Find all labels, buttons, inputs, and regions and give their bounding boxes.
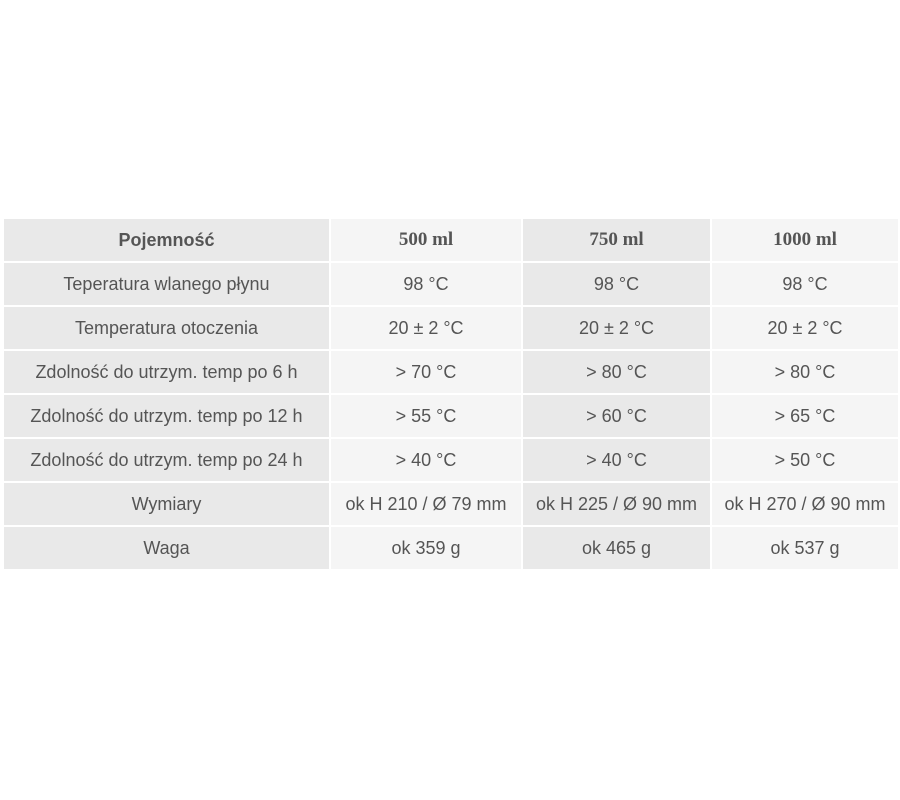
header-500ml: 500 ml xyxy=(331,219,521,261)
header-1000ml: 1000 ml xyxy=(712,219,898,261)
table-cell: > 70 °C xyxy=(331,351,521,393)
table-cell: ok H 270 / Ø 90 mm xyxy=(712,483,898,525)
table-row: Zdolność do utrzym. temp po 24 h > 40 °C >… xyxy=(4,439,898,481)
table-row: Zdolność do utrzym. temp po 6 h > 70 °C > … xyxy=(4,351,898,393)
row-label: Zdolność do utrzym. temp po 12 h xyxy=(4,395,329,437)
table-cell: ok H 210 / Ø 79 mm xyxy=(331,483,521,525)
table-cell: > 65 °C xyxy=(712,395,898,437)
table-row: Zdolność do utrzym. temp po 12 h > 55 °C >… xyxy=(4,395,898,437)
table-cell: > 60 °C xyxy=(523,395,710,437)
table-cell: ok H 225 / Ø 90 mm xyxy=(523,483,710,525)
table-cell: > 40 °C xyxy=(523,439,710,481)
table-cell: > 80 °C xyxy=(523,351,710,393)
table-row: Waga ok 359 g ok 465 g ok 537 g xyxy=(4,527,898,569)
row-label: Temperatura otoczenia xyxy=(4,307,329,349)
table-row: Wymiary ok H 210 / Ø 79 mm ok H 225 / Ø 90… xyxy=(4,483,898,525)
table-cell: 20 ± 2 °C xyxy=(523,307,710,349)
row-label: Zdolność do utrzym. temp po 24 h xyxy=(4,439,329,481)
header-750ml: 750 ml xyxy=(523,219,710,261)
header-row: Pojemność 500 ml 750 ml 1000 ml xyxy=(4,219,898,261)
table-cell: > 80 °C xyxy=(712,351,898,393)
table-cell: 98 °C xyxy=(712,263,898,305)
table-cell: > 55 °C xyxy=(331,395,521,437)
row-label: Wymiary xyxy=(4,483,329,525)
row-label: Teperatura wlanego płynu xyxy=(4,263,329,305)
table-cell: ok 537 g xyxy=(712,527,898,569)
header-capacity: Pojemność xyxy=(4,219,329,261)
row-label: Zdolność do utrzym. temp po 6 h xyxy=(4,351,329,393)
table-cell: 20 ± 2 °C xyxy=(712,307,898,349)
specification-table: Pojemność 500 ml 750 ml 1000 ml Teperatu… xyxy=(2,217,900,571)
table-cell: > 40 °C xyxy=(331,439,521,481)
table-cell: ok 465 g xyxy=(523,527,710,569)
table-cell: 20 ± 2 °C xyxy=(331,307,521,349)
table-body: Teperatura wlanego płynu 98 °C 98 °C 98 °C T… xyxy=(4,263,898,569)
table-cell: ok 359 g xyxy=(331,527,521,569)
table-row: Temperatura otoczenia 20 ± 2 °C 20 ± 2 °C 2… xyxy=(4,307,898,349)
table-row: Teperatura wlanego płynu 98 °C 98 °C 98 °C xyxy=(4,263,898,305)
row-label: Waga xyxy=(4,527,329,569)
table-cell: 98 °C xyxy=(331,263,521,305)
table-cell: 98 °C xyxy=(523,263,710,305)
table-cell: > 50 °C xyxy=(712,439,898,481)
